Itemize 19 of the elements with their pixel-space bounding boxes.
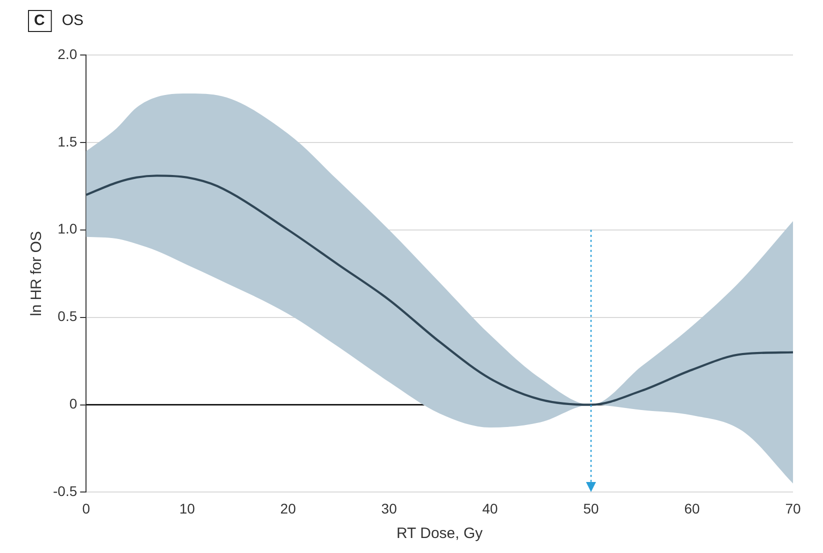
y-tick-label: 1.0 <box>58 220 78 237</box>
y-axis-title: ln HR for OS <box>28 231 46 316</box>
y-tick-label: 0 <box>69 396 78 412</box>
chart-title: OS <box>62 12 84 30</box>
line-series <box>86 174 793 406</box>
x-tick-label: 10 <box>179 500 196 516</box>
y-tick-label: 0.5 <box>58 308 78 324</box>
x-tick-label: 0 <box>82 500 90 516</box>
x-tick-label: 70 <box>785 500 801 516</box>
x-tick-label: 30 <box>381 500 398 516</box>
x-tick-label: 60 <box>684 500 700 516</box>
x-tick-label: 20 <box>280 500 296 516</box>
x-axis-title: RT Dose, Gy <box>396 525 484 542</box>
text: C <box>34 12 45 30</box>
x-tick-label: 50 <box>583 500 600 516</box>
y-tick-label: 2.0 <box>58 46 78 62</box>
x-tick-label: 40 <box>482 500 498 516</box>
y-tick-label: 1.5 <box>58 133 78 150</box>
y-tick-label: -0.5 <box>53 483 78 500</box>
